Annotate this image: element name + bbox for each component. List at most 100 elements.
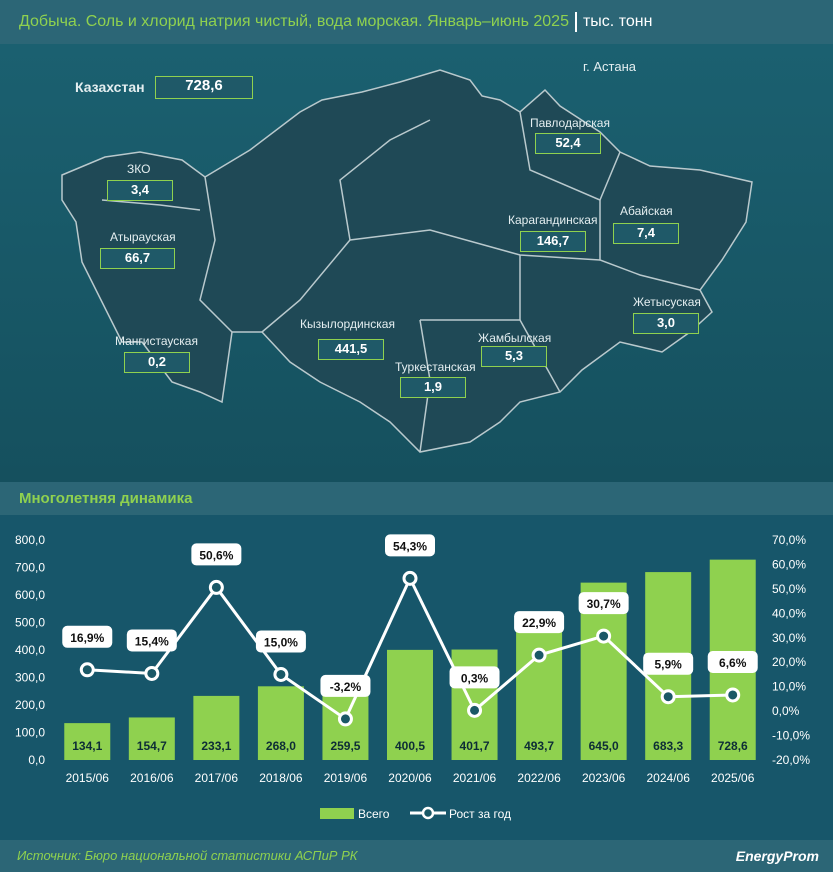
- section-title: Многолетняя динамика: [0, 482, 833, 515]
- unit-label: тыс. тонн: [582, 13, 653, 30]
- bar: [193, 695, 240, 760]
- region-value: 52,4: [535, 133, 601, 154]
- growth-label: 15,4%: [135, 634, 169, 648]
- growth-point: [725, 687, 741, 703]
- y-tick-label: 300,0: [15, 671, 45, 685]
- y2-tick-label: 50,0%: [772, 582, 806, 596]
- region-value: 5,3: [481, 346, 547, 367]
- total-label: Казахстан: [75, 79, 145, 95]
- growth-label-box: [643, 652, 694, 675]
- y2-tick-label: 60,0%: [772, 557, 806, 571]
- growth-point: [467, 702, 483, 718]
- kazakhstan-map: [61, 69, 753, 453]
- region-value: 7,4: [613, 223, 679, 244]
- region-label: Кызылординская: [300, 317, 395, 331]
- source-note: Источник: Бюро национальной статистики А…: [17, 848, 358, 863]
- bar-value-label: 259,5: [330, 739, 360, 753]
- y-tick-label: 800,0: [15, 533, 45, 547]
- y-tick-label: 100,0: [15, 726, 45, 740]
- bar-value-label: 233,1: [201, 739, 231, 753]
- growth-point: [596, 628, 612, 644]
- growth-label: 6,6%: [719, 656, 747, 670]
- region-label: Абайская: [620, 204, 673, 218]
- y2-tick-label: 30,0%: [772, 631, 806, 645]
- growth-label-box: [126, 629, 177, 652]
- x-tick-label: 2020/06: [388, 771, 432, 785]
- x-tick-label: 2023/06: [582, 771, 626, 785]
- growth-point: [402, 570, 418, 586]
- growth-label: 54,3%: [393, 539, 427, 553]
- x-tick-label: 2025/06: [711, 771, 755, 785]
- bar-value-label: 154,7: [137, 739, 167, 753]
- growth-label-box: [707, 650, 758, 673]
- growth-point: [79, 662, 95, 678]
- growth-label: 16,9%: [70, 631, 104, 645]
- growth-label-box: [320, 674, 371, 697]
- region-value: 0,2: [124, 352, 190, 373]
- growth-point: [337, 711, 353, 727]
- bar: [257, 686, 304, 760]
- x-tick-label: 2018/06: [259, 771, 303, 785]
- x-tick-label: 2022/06: [517, 771, 561, 785]
- growth-point: [660, 689, 676, 705]
- growth-point: [208, 579, 224, 595]
- bar-value-label: 401,7: [460, 739, 490, 753]
- region-label: ЗКО: [127, 162, 151, 176]
- legend-label-growth: Рост за год: [449, 807, 511, 821]
- region-label: Туркестанская: [395, 360, 476, 374]
- bar-value-label: 683,3: [653, 739, 683, 753]
- legend-line-marker: [421, 806, 435, 820]
- y2-tick-label: 40,0%: [772, 606, 806, 620]
- growth-point: [273, 666, 289, 682]
- combo-chart: 0,0 100,0 200,0 300,0 400,0 500,0 600,0 700,0 80…: [15, 533, 810, 821]
- y-tick-label: 600,0: [15, 588, 45, 602]
- growth-label-box: [385, 534, 435, 557]
- footer: Источник: Бюро национальной статистики А…: [0, 840, 833, 872]
- growth-label: 5,9%: [655, 658, 683, 672]
- region-label: Жетысуская: [633, 295, 701, 309]
- y2-tick-label: 70,0%: [772, 533, 806, 547]
- bar: [64, 723, 111, 760]
- growth-point: [531, 647, 547, 663]
- growth-label-box: [255, 630, 306, 653]
- y2-tick-label: 20,0%: [772, 655, 806, 669]
- growth-point: [144, 665, 160, 681]
- bar-value-label: 728,6: [718, 739, 748, 753]
- growth-label-box: [191, 543, 242, 566]
- bar-value-label: 493,7: [524, 739, 554, 753]
- region-label: Жамбылская: [478, 331, 552, 345]
- x-tick-label: 2021/06: [453, 771, 497, 785]
- region-label: Павлодарская: [530, 116, 610, 130]
- chart-area: 0,0 100,0 200,0 300,0 400,0 500,0 600,0 700,0 80…: [0, 515, 833, 840]
- bar: [387, 649, 433, 760]
- x-tick-label: 2017/06: [195, 771, 239, 785]
- growth-label-box: [514, 611, 565, 634]
- growth-label-box: [578, 592, 629, 615]
- map-area: Казахстан 728,6 г. Астана ЗКО 3,4 Атырау…: [0, 44, 833, 482]
- region-label: Карагандинская: [508, 213, 598, 227]
- bar-value-label: 268,0: [266, 739, 296, 753]
- y2-tick-label: 10,0%: [772, 680, 806, 694]
- bar-value-label: 645,0: [589, 739, 619, 753]
- growth-label-box: [62, 625, 113, 648]
- growth-label-box: [449, 666, 500, 689]
- y2-tick-label: -20,0%: [772, 753, 810, 767]
- region-value: 441,5: [318, 339, 384, 360]
- growth-label: 30,7%: [587, 597, 621, 611]
- brand-logo: EnergyProm: [735, 848, 819, 864]
- chart-title: Добыча. Соль и хлорид натрия чистый, вод…: [19, 13, 569, 30]
- growth-label: 15,0%: [264, 635, 298, 649]
- y-tick-label: 500,0: [15, 616, 45, 630]
- bar: [128, 717, 175, 760]
- bar: [516, 624, 563, 760]
- growth-label: -3,2%: [330, 680, 362, 694]
- x-tick-label: 2016/06: [130, 771, 174, 785]
- header: Добыча. Соль и хлорид натрия чистый, вод…: [0, 0, 833, 44]
- total-value: 728,6: [155, 76, 253, 99]
- y-tick-label: 700,0: [15, 561, 45, 575]
- region-value: 3,4: [107, 180, 173, 201]
- divider: [574, 12, 577, 32]
- bar-value-label: 400,5: [395, 739, 425, 753]
- y-tick-label: 0,0: [28, 753, 45, 767]
- region-value: 146,7: [520, 231, 586, 252]
